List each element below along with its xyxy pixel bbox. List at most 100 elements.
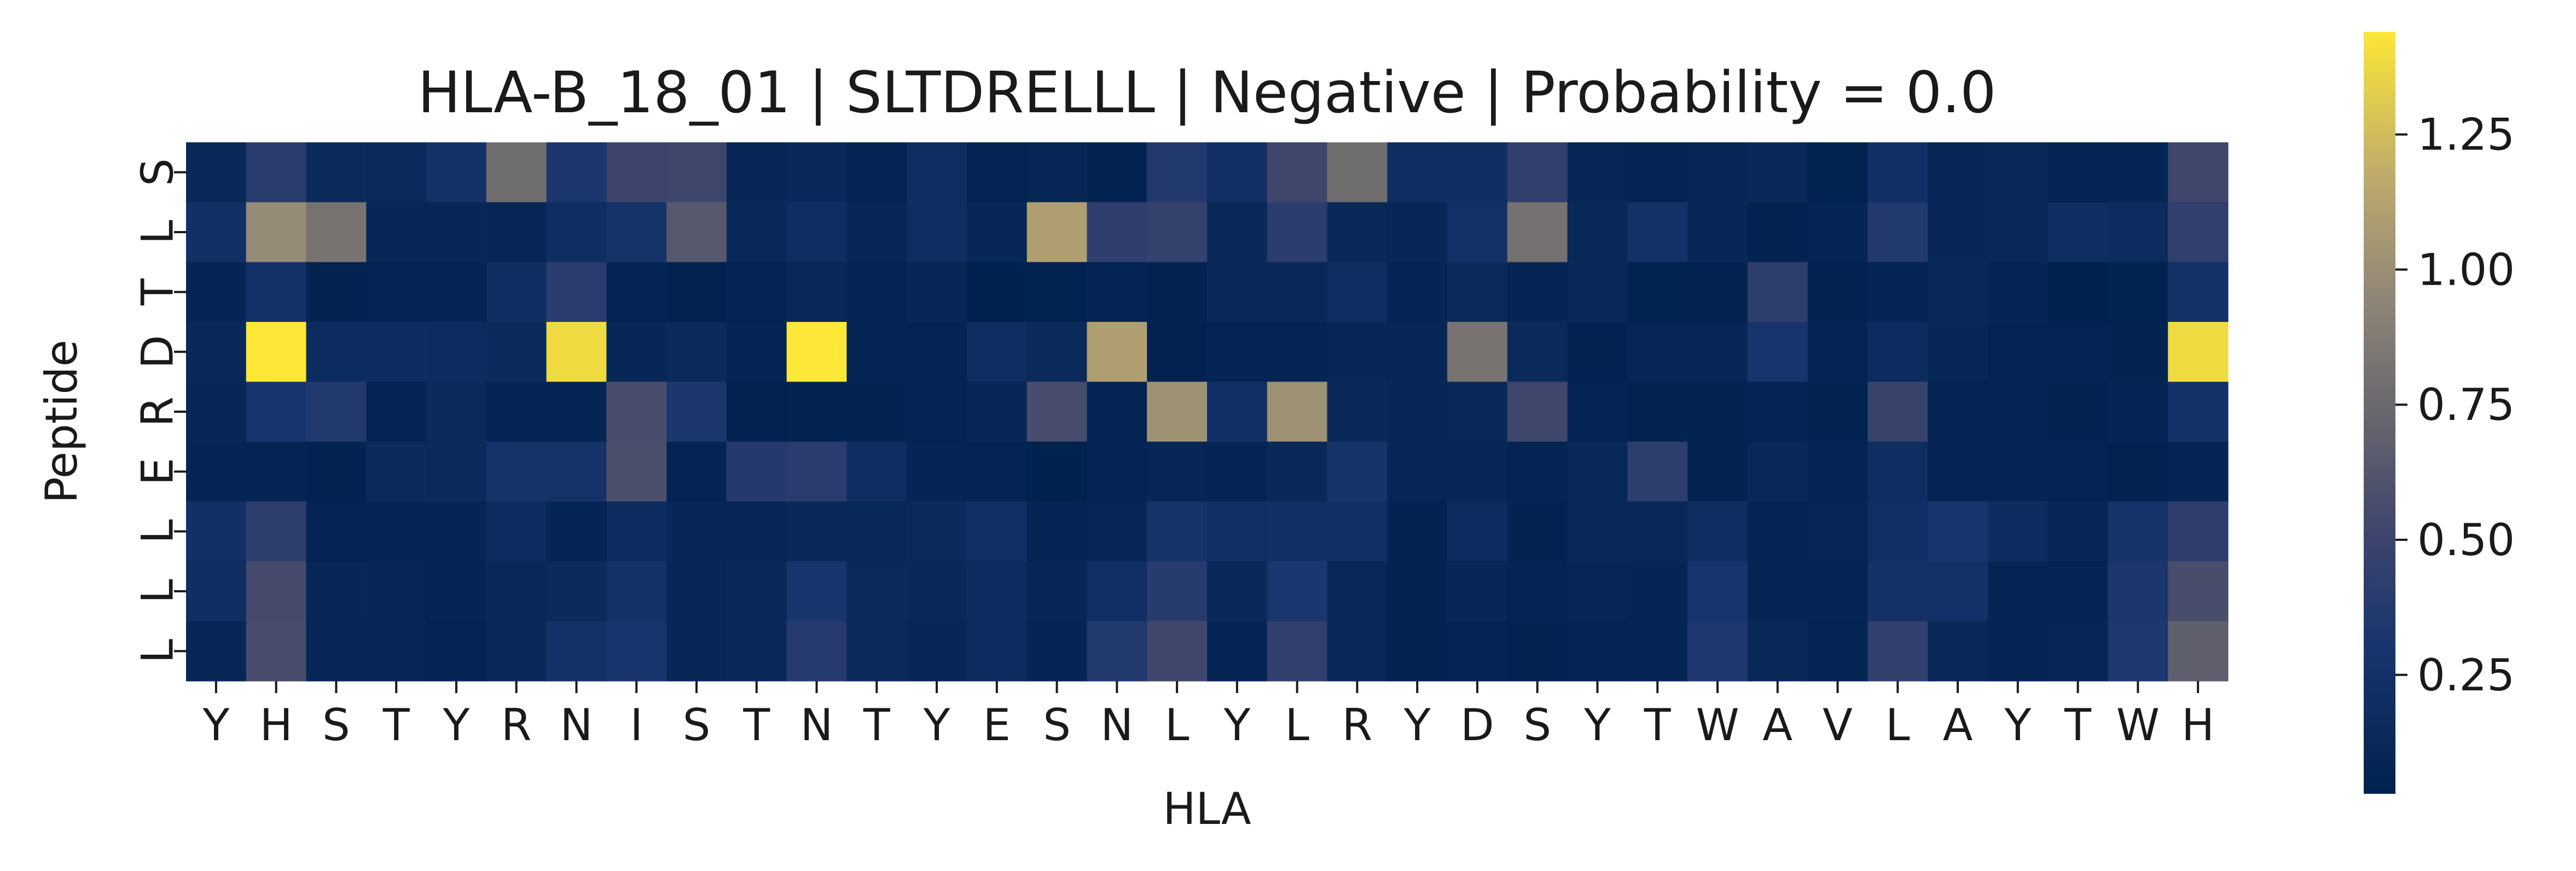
heatmap-cell-r3-c5	[486, 322, 547, 382]
heatmap-cell-r4-c26	[1747, 382, 1808, 442]
heatmap-cell-r8-c33	[2168, 621, 2229, 682]
heatmap-cell-r2-c26	[1747, 262, 1808, 322]
heatmap-cell-r7-c21	[1447, 561, 1508, 622]
heatmap-cell-r0-c16	[1147, 142, 1208, 203]
heatmap-cell-r0-c31	[2047, 142, 2109, 203]
heatmap-cell-r6-c11	[846, 501, 907, 562]
heatmap-cell-r3-c25	[1687, 322, 1748, 382]
heatmap-cell-r1-c21	[1447, 202, 1508, 263]
heatmap-cell-r4-c12	[907, 382, 967, 442]
heatmap-cell-r6-c31	[2047, 501, 2109, 562]
heatmap-cell-r8-c21	[1447, 621, 1508, 682]
colorbar-tick-label-4: 1.25	[2417, 109, 2515, 160]
heatmap-cell-r2-c3	[366, 262, 427, 322]
heatmap-cell-r2-c18	[1267, 262, 1328, 322]
heatmap-cell-r4-c11	[846, 382, 907, 442]
y-tick-label-0: S	[132, 158, 183, 186]
heatmap-cell-r0-c27	[1807, 142, 1869, 203]
heatmap-cell-r0-c1	[246, 142, 307, 203]
heatmap-cell-r8-c29	[1928, 621, 1988, 682]
x-tick-label-6: N	[560, 700, 593, 751]
heatmap-cell-r3-c20	[1387, 322, 1448, 382]
heatmap-cell-r0-c17	[1207, 142, 1268, 203]
y-tick-label-8: L	[132, 639, 183, 664]
heatmap-cell-r5-c10	[786, 441, 848, 502]
heatmap-cell-r0-c4	[426, 142, 487, 203]
heatmap-cell-r1-c0	[186, 202, 247, 263]
heatmap-cell-r7-c32	[2108, 561, 2168, 622]
heatmap-cell-r5-c22	[1507, 441, 1568, 502]
heatmap-cell-r5-c1	[246, 441, 307, 502]
heatmap-cell-r0-c14	[1026, 142, 1088, 203]
heatmap-cell-r5-c18	[1267, 441, 1328, 502]
heatmap-cell-r5-c15	[1087, 441, 1147, 502]
heatmap-cell-r2-c16	[1147, 262, 1208, 322]
heatmap-cell-r5-c7	[606, 441, 667, 502]
heatmap-cell-r2-c5	[486, 262, 547, 322]
heatmap-cell-r6-c6	[546, 501, 607, 562]
heatmap-cell-r6-c18	[1267, 501, 1328, 562]
heatmap-cell-r3-c7	[606, 322, 667, 382]
heatmap-cell-r1-c19	[1327, 202, 1388, 263]
x-tick-label-21: D	[1460, 700, 1494, 751]
heatmap-cell-r4-c15	[1087, 382, 1147, 442]
heatmap-cell-r3-c24	[1627, 322, 1688, 382]
heatmap-cell-r6-c9	[726, 501, 787, 562]
heatmap-cell-r6-c30	[1987, 501, 2049, 562]
heatmap-cell-r8-c3	[366, 621, 427, 682]
heatmap-cell-r3-c6	[546, 322, 607, 382]
heatmap-cell-r7-c12	[907, 561, 967, 622]
heatmap-cell-r3-c17	[1207, 322, 1268, 382]
heatmap-cell-r3-c0	[186, 322, 247, 382]
heatmap-cell-r0-c18	[1267, 142, 1328, 203]
heatmap-cell-r4-c25	[1687, 382, 1748, 442]
heatmap-cell-r7-c2	[306, 561, 367, 622]
heatmap-cell-r7-c14	[1026, 561, 1088, 622]
heatmap-cell-r7-c11	[846, 561, 907, 622]
heatmap-cell-r0-c0	[186, 142, 247, 203]
heatmap-cell-r1-c5	[486, 202, 547, 263]
heatmap-cell-r7-c25	[1687, 561, 1748, 622]
heatmap-cell-r1-c16	[1147, 202, 1208, 263]
colorbar	[2364, 32, 2395, 794]
y-tick-label-1: L	[132, 220, 183, 244]
x-tick-label-32: W	[2116, 700, 2160, 751]
heatmap-cell-r7-c28	[1867, 561, 1928, 622]
heatmap-cell-r5-c3	[366, 441, 427, 502]
heatmap-cell-r5-c6	[546, 441, 607, 502]
heatmap-cell-r6-c20	[1387, 501, 1448, 562]
heatmap-cell-r4-c24	[1627, 382, 1688, 442]
heatmap-cell-r7-c24	[1627, 561, 1688, 622]
heatmap-cell-r3-c2	[306, 322, 367, 382]
heatmap-cell-r0-c24	[1627, 142, 1688, 203]
heatmap-cell-r1-c17	[1207, 202, 1268, 263]
heatmap-cell-r2-c13	[966, 262, 1028, 322]
y-tick-label-7: L	[132, 579, 183, 603]
heatmap-cell-r5-c20	[1387, 441, 1448, 502]
heatmap-cell-r1-c32	[2108, 202, 2168, 263]
colorbar-tick-label-1: 0.50	[2417, 515, 2515, 566]
y-tick-label-3: D	[132, 335, 183, 369]
heatmap-cell-r8-c24	[1627, 621, 1688, 682]
heatmap-cell-r6-c10	[786, 501, 848, 562]
x-tick-label-1: H	[260, 700, 293, 751]
heatmap-cell-r3-c1	[246, 322, 307, 382]
heatmap-cell-r3-c31	[2047, 322, 2109, 382]
heatmap-cell-r1-c2	[306, 202, 367, 263]
x-tick-label-9: T	[742, 700, 770, 751]
heatmap-cell-r5-c28	[1867, 441, 1928, 502]
x-tick-label-16: L	[1165, 700, 1190, 751]
heatmap-cell-r5-c9	[726, 441, 787, 502]
heatmap-cell-r7-c8	[666, 561, 727, 622]
x-tick-label-28: L	[1885, 700, 1910, 751]
heatmap-cell-r6-c5	[486, 501, 547, 562]
heatmap-cell-r7-c22	[1507, 561, 1568, 622]
y-tick-label-2: T	[132, 278, 183, 306]
heatmap-cell-r5-c33	[2168, 441, 2229, 502]
heatmap-cell-r5-c31	[2047, 441, 2109, 502]
heatmap-cell-r7-c6	[546, 561, 607, 622]
heatmap-cell-r3-c30	[1987, 322, 2049, 382]
heatmap-cell-r0-c30	[1987, 142, 2049, 203]
heatmap-cell-r1-c11	[846, 202, 907, 263]
